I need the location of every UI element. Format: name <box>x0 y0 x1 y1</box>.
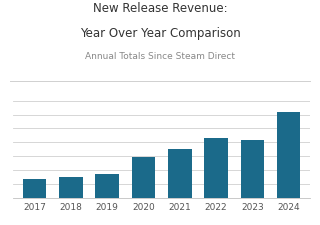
Text: New Release Revenue:: New Release Revenue: <box>93 2 227 15</box>
Text: Annual Totals Since Steam Direct: Annual Totals Since Steam Direct <box>85 52 235 61</box>
Bar <box>95 174 119 198</box>
Bar <box>59 178 83 198</box>
Bar <box>23 179 46 198</box>
Bar <box>132 157 155 198</box>
Bar <box>277 112 300 198</box>
Bar <box>168 150 192 198</box>
Text: Year Over Year Comparison: Year Over Year Comparison <box>80 27 240 40</box>
Bar <box>241 140 264 198</box>
Bar <box>204 138 228 198</box>
